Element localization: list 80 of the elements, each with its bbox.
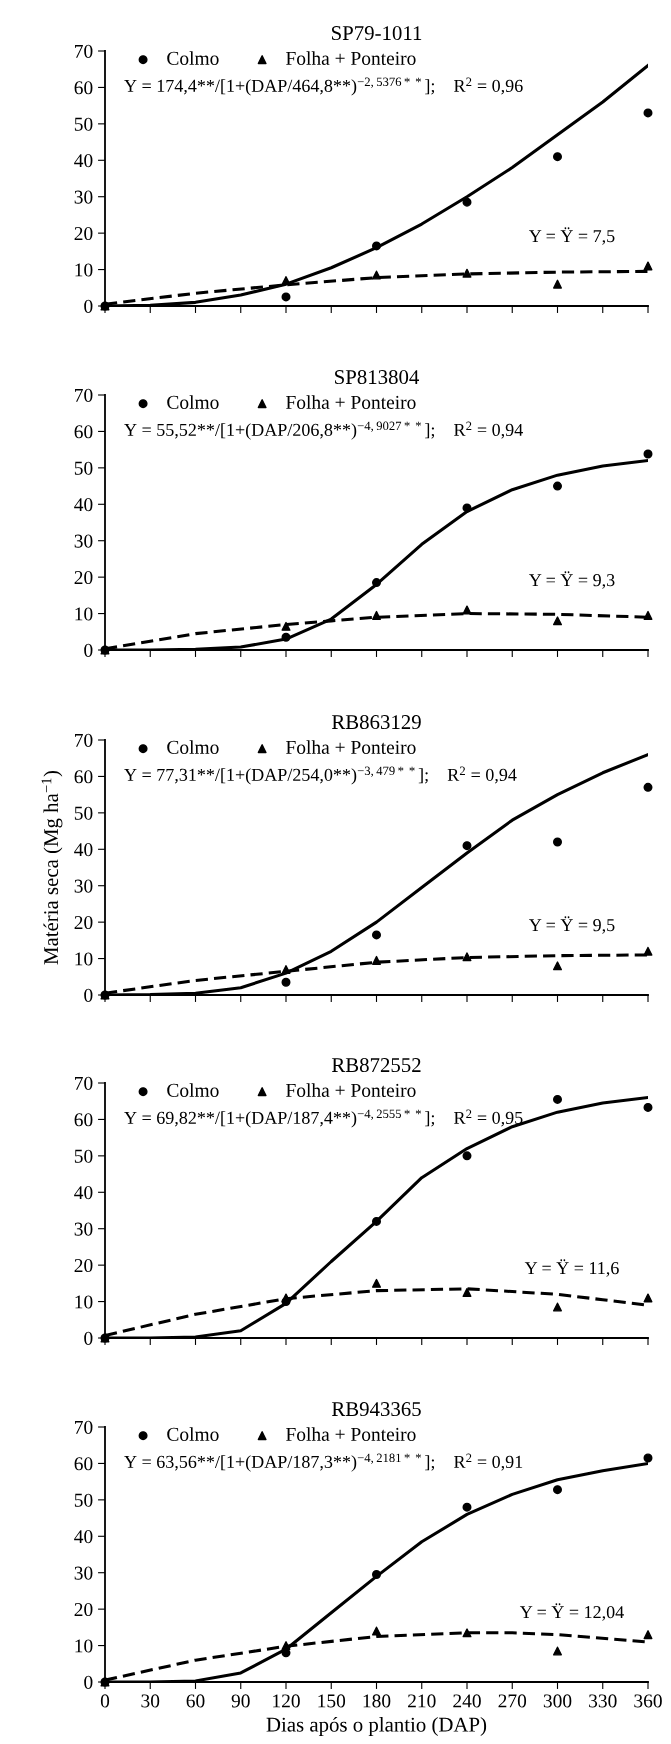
annotation: Y = 174,4**/[1+(DAP/464,8**)$^{−2,5376**}$]; R$^{2}$ = 0,96 xyxy=(124,77,523,96)
x-axis-title: Dias após o plantio (DAP) xyxy=(266,1716,487,1736)
y-tick-label: 70 xyxy=(75,44,93,58)
x-tick-label: 270 xyxy=(498,1694,527,1708)
legend-label: Colmo xyxy=(167,51,219,65)
y-tick-label: 70 xyxy=(75,1420,93,1434)
legend-label: Colmo xyxy=(167,395,219,409)
y-tick-label: 70 xyxy=(75,388,93,402)
y-tick-label: 60 xyxy=(74,1113,93,1127)
y-tick-label: 50 xyxy=(74,1149,93,1163)
x-tick-label: 180 xyxy=(363,1694,391,1708)
y-tick-label: 10 xyxy=(75,1295,93,1309)
chart-title: SP813804 xyxy=(335,370,420,385)
y-tick-label: 0 xyxy=(84,1331,93,1345)
y-tick-label: 20 xyxy=(74,1602,93,1617)
y-axis-title: Matéria seca (Mg ha$^{−1}$) xyxy=(41,771,63,965)
y-tick-label: 30 xyxy=(74,190,93,204)
legend-label: Folha + Ponteiro xyxy=(286,51,416,65)
y-tick-label: 70 xyxy=(75,733,93,747)
x-tick-label: 300 xyxy=(543,1694,572,1708)
x-tick-label: 150 xyxy=(318,1694,346,1708)
y-tick-label: 20 xyxy=(74,915,93,930)
x-tick-label: 60 xyxy=(186,1694,205,1708)
y-tick-label: 50 xyxy=(74,461,93,475)
legend-label: Folha + Ponteiro xyxy=(286,395,416,409)
y-tick-label: 40 xyxy=(74,154,93,168)
chart-title: RB943365 xyxy=(331,1402,421,1417)
x-tick-label: 360 xyxy=(634,1694,662,1708)
x-tick-label: 30 xyxy=(141,1694,160,1708)
y-tick-label: 30 xyxy=(74,1222,93,1236)
annotation: Y = 77,31**/[1+(DAP/254,0**)$^{−3,479**}$]; R$^{2}$ = 0,94 xyxy=(124,766,517,785)
annotation: Y = 69,82**/[1+(DAP/187,4**)$^{−4,2555**}$]; R$^{2}$ = 0,95 xyxy=(124,1109,523,1128)
y-tick-label: 10 xyxy=(75,1639,93,1653)
legend-label: Colmo xyxy=(167,740,219,754)
annotation: Y = Ÿ = 11,6 xyxy=(524,1259,619,1277)
x-tick-label: 210 xyxy=(408,1694,436,1708)
chart-title: RB863129 xyxy=(331,715,421,730)
y-tick-label: 60 xyxy=(74,770,93,784)
x-tick-label: 240 xyxy=(453,1694,481,1708)
annotation: Y = 63,56**/[1+(DAP/187,3**)$^{−4,2181**}$]; R$^{2}$ = 0,91 xyxy=(124,1453,523,1472)
y-tick-label: 70 xyxy=(75,1076,93,1090)
y-tick-label: 10 xyxy=(75,952,93,966)
y-tick-label: 30 xyxy=(74,534,93,548)
y-tick-label: 60 xyxy=(74,81,93,95)
y-tick-label: 10 xyxy=(75,263,93,277)
annotation: Y = Ÿ = 7,5 xyxy=(528,227,615,245)
y-tick-label: 50 xyxy=(74,806,93,820)
legend-label: Folha + Ponteiro xyxy=(286,1427,416,1441)
x-tick-label: 120 xyxy=(273,1694,300,1708)
y-tick-label: 0 xyxy=(84,1675,93,1689)
y-tick-label: 40 xyxy=(74,1530,93,1544)
annotation: Y = 55,52**/[1+(DAP/206,8**)$^{−4,9027**}$]; R$^{2}$ = 0,94 xyxy=(124,421,523,440)
legend-label: Folha + Ponteiro xyxy=(286,1083,416,1097)
y-tick-label: 20 xyxy=(74,1258,93,1273)
y-tick-label: 50 xyxy=(74,117,93,131)
y-tick-label: 60 xyxy=(74,425,93,439)
x-tick-label: 330 xyxy=(589,1694,617,1708)
annotation: Y = Ÿ = 9,5 xyxy=(528,916,615,934)
y-tick-label: 0 xyxy=(84,988,93,1002)
y-tick-label: 50 xyxy=(74,1493,93,1507)
annotation: Y = Ÿ = 12,04 xyxy=(519,1603,624,1621)
chart-title: RB872552 xyxy=(331,1058,421,1073)
y-tick-label: 30 xyxy=(74,879,93,893)
legend-label: Colmo xyxy=(167,1083,219,1097)
y-tick-label: 40 xyxy=(74,843,93,857)
x-tick-label: 90 xyxy=(231,1694,250,1708)
y-tick-label: 60 xyxy=(74,1457,93,1471)
y-tick-label: 20 xyxy=(74,570,93,585)
y-tick-label: 0 xyxy=(84,299,93,313)
x-tick-label: 0 xyxy=(100,1694,110,1708)
y-tick-label: 40 xyxy=(74,498,93,512)
legend-label: Folha + Ponteiro xyxy=(286,740,416,754)
legend-label: Colmo xyxy=(167,1427,219,1441)
y-tick-label: 30 xyxy=(74,1566,93,1580)
y-tick-label: 20 xyxy=(74,226,93,241)
chart-title: SP79-1011 xyxy=(331,26,422,41)
y-tick-label: 0 xyxy=(84,643,93,657)
annotation: Y = Ÿ = 9,3 xyxy=(528,571,615,589)
y-tick-label: 10 xyxy=(75,607,93,621)
y-tick-label: 40 xyxy=(74,1186,93,1200)
